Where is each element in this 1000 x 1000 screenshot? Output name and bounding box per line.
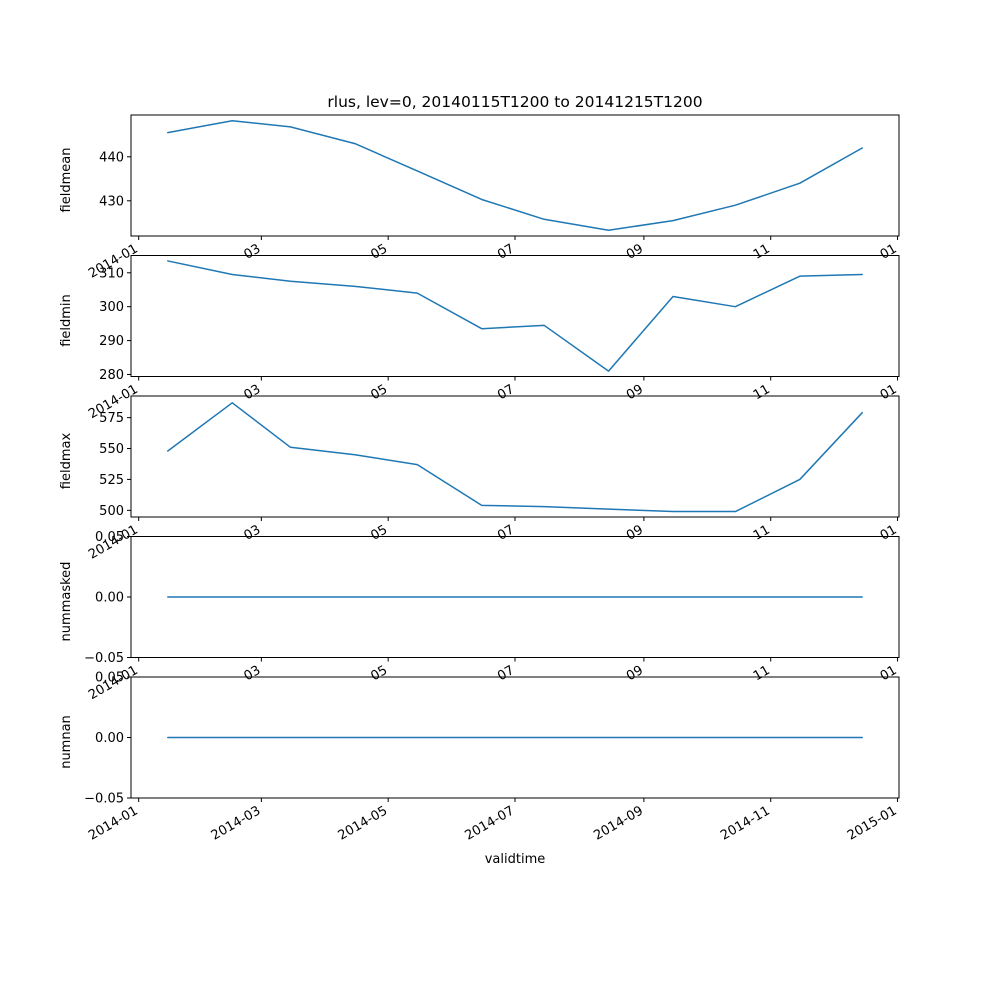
axes-fieldmin bbox=[130, 255, 900, 377]
x-tick-label: 2014-05 bbox=[336, 803, 391, 843]
x-tick-label: 05 bbox=[368, 241, 390, 262]
y-tick-label: 290 bbox=[99, 334, 124, 349]
x-tick-label: 2014-03 bbox=[209, 803, 264, 843]
series-line-fieldmax bbox=[167, 402, 863, 513]
x-tick-label: 11 bbox=[751, 382, 773, 403]
y-axis-label-nummasked: nummasked bbox=[59, 562, 74, 642]
x-tick-label: 2014-11 bbox=[718, 803, 773, 843]
y-tick-label: 0.00 bbox=[95, 591, 124, 606]
y-axis-label-numnan: numnan bbox=[59, 715, 74, 769]
x-tick-label: 11 bbox=[751, 522, 773, 543]
y-tick-label: 280 bbox=[99, 368, 124, 383]
y-tick-label: 0.05 bbox=[95, 671, 124, 686]
x-tick-label: 05 bbox=[368, 522, 390, 543]
x-tick-label: 09 bbox=[624, 241, 646, 262]
series-line-fieldmin bbox=[167, 260, 863, 372]
x-tick-label: 11 bbox=[751, 663, 773, 684]
y-tick-label: 525 bbox=[99, 473, 124, 488]
y-tick-label: 430 bbox=[99, 194, 124, 209]
x-tick-label: 03 bbox=[242, 241, 264, 262]
x-tick-label: 07 bbox=[495, 382, 517, 403]
y-tick-label: 310 bbox=[99, 266, 124, 281]
x-tick-label: 07 bbox=[495, 663, 517, 684]
x-tick-label: 07 bbox=[495, 522, 517, 543]
x-tick-label: 09 bbox=[624, 382, 646, 403]
x-tick-label: 2014-01 bbox=[86, 803, 141, 843]
x-tick-label: 09 bbox=[624, 522, 646, 543]
y-tick-label: 550 bbox=[99, 442, 124, 457]
series-line-fieldmean bbox=[167, 119, 863, 232]
x-tick-label: 01 bbox=[878, 241, 900, 262]
y-tick-label: 575 bbox=[99, 411, 124, 426]
y-tick-label: −0.05 bbox=[84, 792, 124, 807]
y-tick-label: 300 bbox=[99, 300, 124, 315]
axes-fieldmean bbox=[130, 114, 900, 237]
y-tick-label: 440 bbox=[99, 150, 124, 165]
y-axis-label-fieldmax: fieldmax bbox=[59, 433, 74, 490]
y-tick-label: 0.00 bbox=[95, 731, 124, 746]
x-tick-label: 05 bbox=[368, 663, 390, 684]
y-axis-label-fieldmin: fieldmin bbox=[59, 294, 74, 347]
x-tick-label: 11 bbox=[751, 241, 773, 262]
x-tick-label: 2014-07 bbox=[462, 803, 517, 843]
x-tick-label: 01 bbox=[878, 663, 900, 684]
x-tick-label: 03 bbox=[242, 522, 264, 543]
y-tick-label: 0.05 bbox=[95, 530, 124, 545]
y-tick-label: −0.05 bbox=[84, 651, 124, 666]
x-tick-label: 01 bbox=[878, 522, 900, 543]
x-tick-label: 03 bbox=[242, 663, 264, 684]
y-axis-label-fieldmean: fieldmean bbox=[59, 148, 74, 213]
y-tick-label: 500 bbox=[99, 504, 124, 519]
x-tick-label: 05 bbox=[368, 382, 390, 403]
x-tick-label: 2015-01 bbox=[845, 803, 900, 843]
chart-title: rlus, lev=0, 20140115T1200 to 20141215T1… bbox=[327, 93, 702, 111]
x-tick-label: 07 bbox=[495, 241, 517, 262]
x-tick-label: 01 bbox=[878, 382, 900, 403]
x-tick-label: 03 bbox=[242, 382, 264, 403]
x-tick-label: 09 bbox=[624, 663, 646, 684]
x-tick-label: 2014-09 bbox=[591, 803, 646, 843]
x-axis-label: validtime bbox=[485, 852, 546, 867]
